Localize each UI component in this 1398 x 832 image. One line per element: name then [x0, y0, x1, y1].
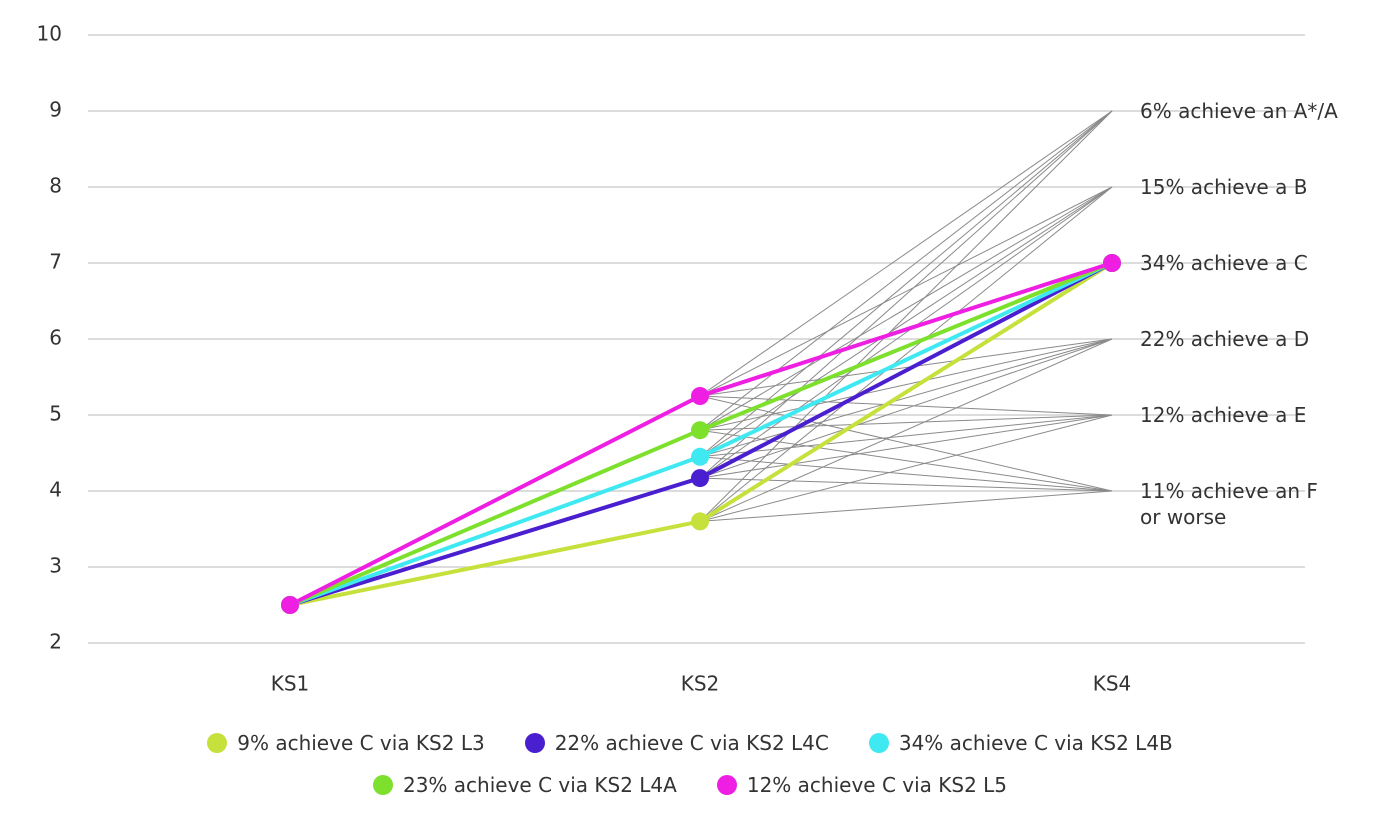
y-tick-label: 2 [49, 630, 62, 654]
y-tick-label: 8 [49, 174, 62, 198]
outcome-path [699, 110, 1113, 522]
series-point [281, 596, 299, 614]
outcome-label: 22% achieve a D [1140, 327, 1310, 351]
outcome-label: 15% achieve a B [1140, 175, 1308, 199]
outcome-label: 11% achieve an F or worse [1140, 479, 1318, 529]
legend-swatch [207, 733, 228, 753]
legend-item: 22% achieve C via KS2 L4C [524, 730, 829, 756]
outcome-path [699, 395, 1113, 416]
x-tick-label: KS2 [681, 672, 720, 696]
legend-item: 9% achieve C via KS2 L3 [207, 730, 485, 756]
outcome-path [699, 110, 1113, 397]
y-tick-label: 9 [49, 98, 62, 122]
legend: 9% achieve C via KS2 L3 22% achieve C via… [110, 730, 1270, 798]
y-tick-label: 5 [49, 402, 62, 426]
legend-label: 9% achieve C via KS2 L3 [237, 731, 485, 755]
outcome-path [699, 414, 1113, 458]
legend-label: 12% achieve C via KS2 L5 [746, 773, 1008, 797]
outcome-path [699, 414, 1113, 479]
outcome-path [699, 338, 1113, 431]
y-tick-label: 4 [49, 478, 62, 502]
outcome-path [699, 395, 1113, 492]
legend-item: 23% achieve C via KS2 L4A [372, 772, 677, 798]
legend-swatch [372, 775, 393, 795]
y-tick-label: 3 [49, 554, 62, 578]
outcome-path [699, 186, 1113, 522]
y-tick-label: 6 [49, 326, 62, 350]
outcome-label: 6% achieve an A*/A [1140, 99, 1338, 123]
y-tick-label: 10 [37, 22, 62, 46]
legend-item: 34% achieve C via KS2 L4B [868, 730, 1173, 756]
legend-item: 12% achieve C via KS2 L5 [716, 772, 1008, 798]
outcome-path [699, 186, 1113, 479]
outcome-path [699, 186, 1113, 431]
outcome-path [699, 414, 1113, 522]
series-point [691, 421, 709, 440]
series-point [691, 469, 709, 488]
outcome-path [699, 186, 1113, 397]
outcome-path [699, 456, 1113, 492]
legend-swatch [716, 775, 737, 795]
legend-label: 34% achieve C via KS2 L4B [898, 731, 1173, 755]
outcome-path [699, 338, 1113, 479]
outcome-path [699, 490, 1113, 522]
legend-swatch [524, 733, 545, 753]
legend-label: 23% achieve C via KS2 L4A [402, 773, 677, 797]
series-point [1103, 254, 1121, 272]
outcome-path [699, 338, 1113, 458]
outcome-path [699, 338, 1113, 522]
outcome-path [699, 414, 1113, 431]
series-point [691, 387, 709, 405]
outcome-label: 34% achieve a C [1140, 251, 1308, 275]
series-point [691, 512, 709, 531]
y-tick-label: 7 [49, 250, 62, 274]
outcome-path [699, 110, 1113, 479]
legend-swatch [868, 733, 889, 753]
x-tick-label: KS1 [271, 672, 310, 696]
outcome-path [699, 110, 1113, 431]
x-tick-label: KS4 [1093, 672, 1132, 696]
outcome-path [699, 338, 1113, 397]
legend-label: 22% achieve C via KS2 L4C [554, 731, 829, 755]
series-point [691, 447, 709, 466]
outcome-label: 12% achieve a E [1140, 403, 1307, 427]
